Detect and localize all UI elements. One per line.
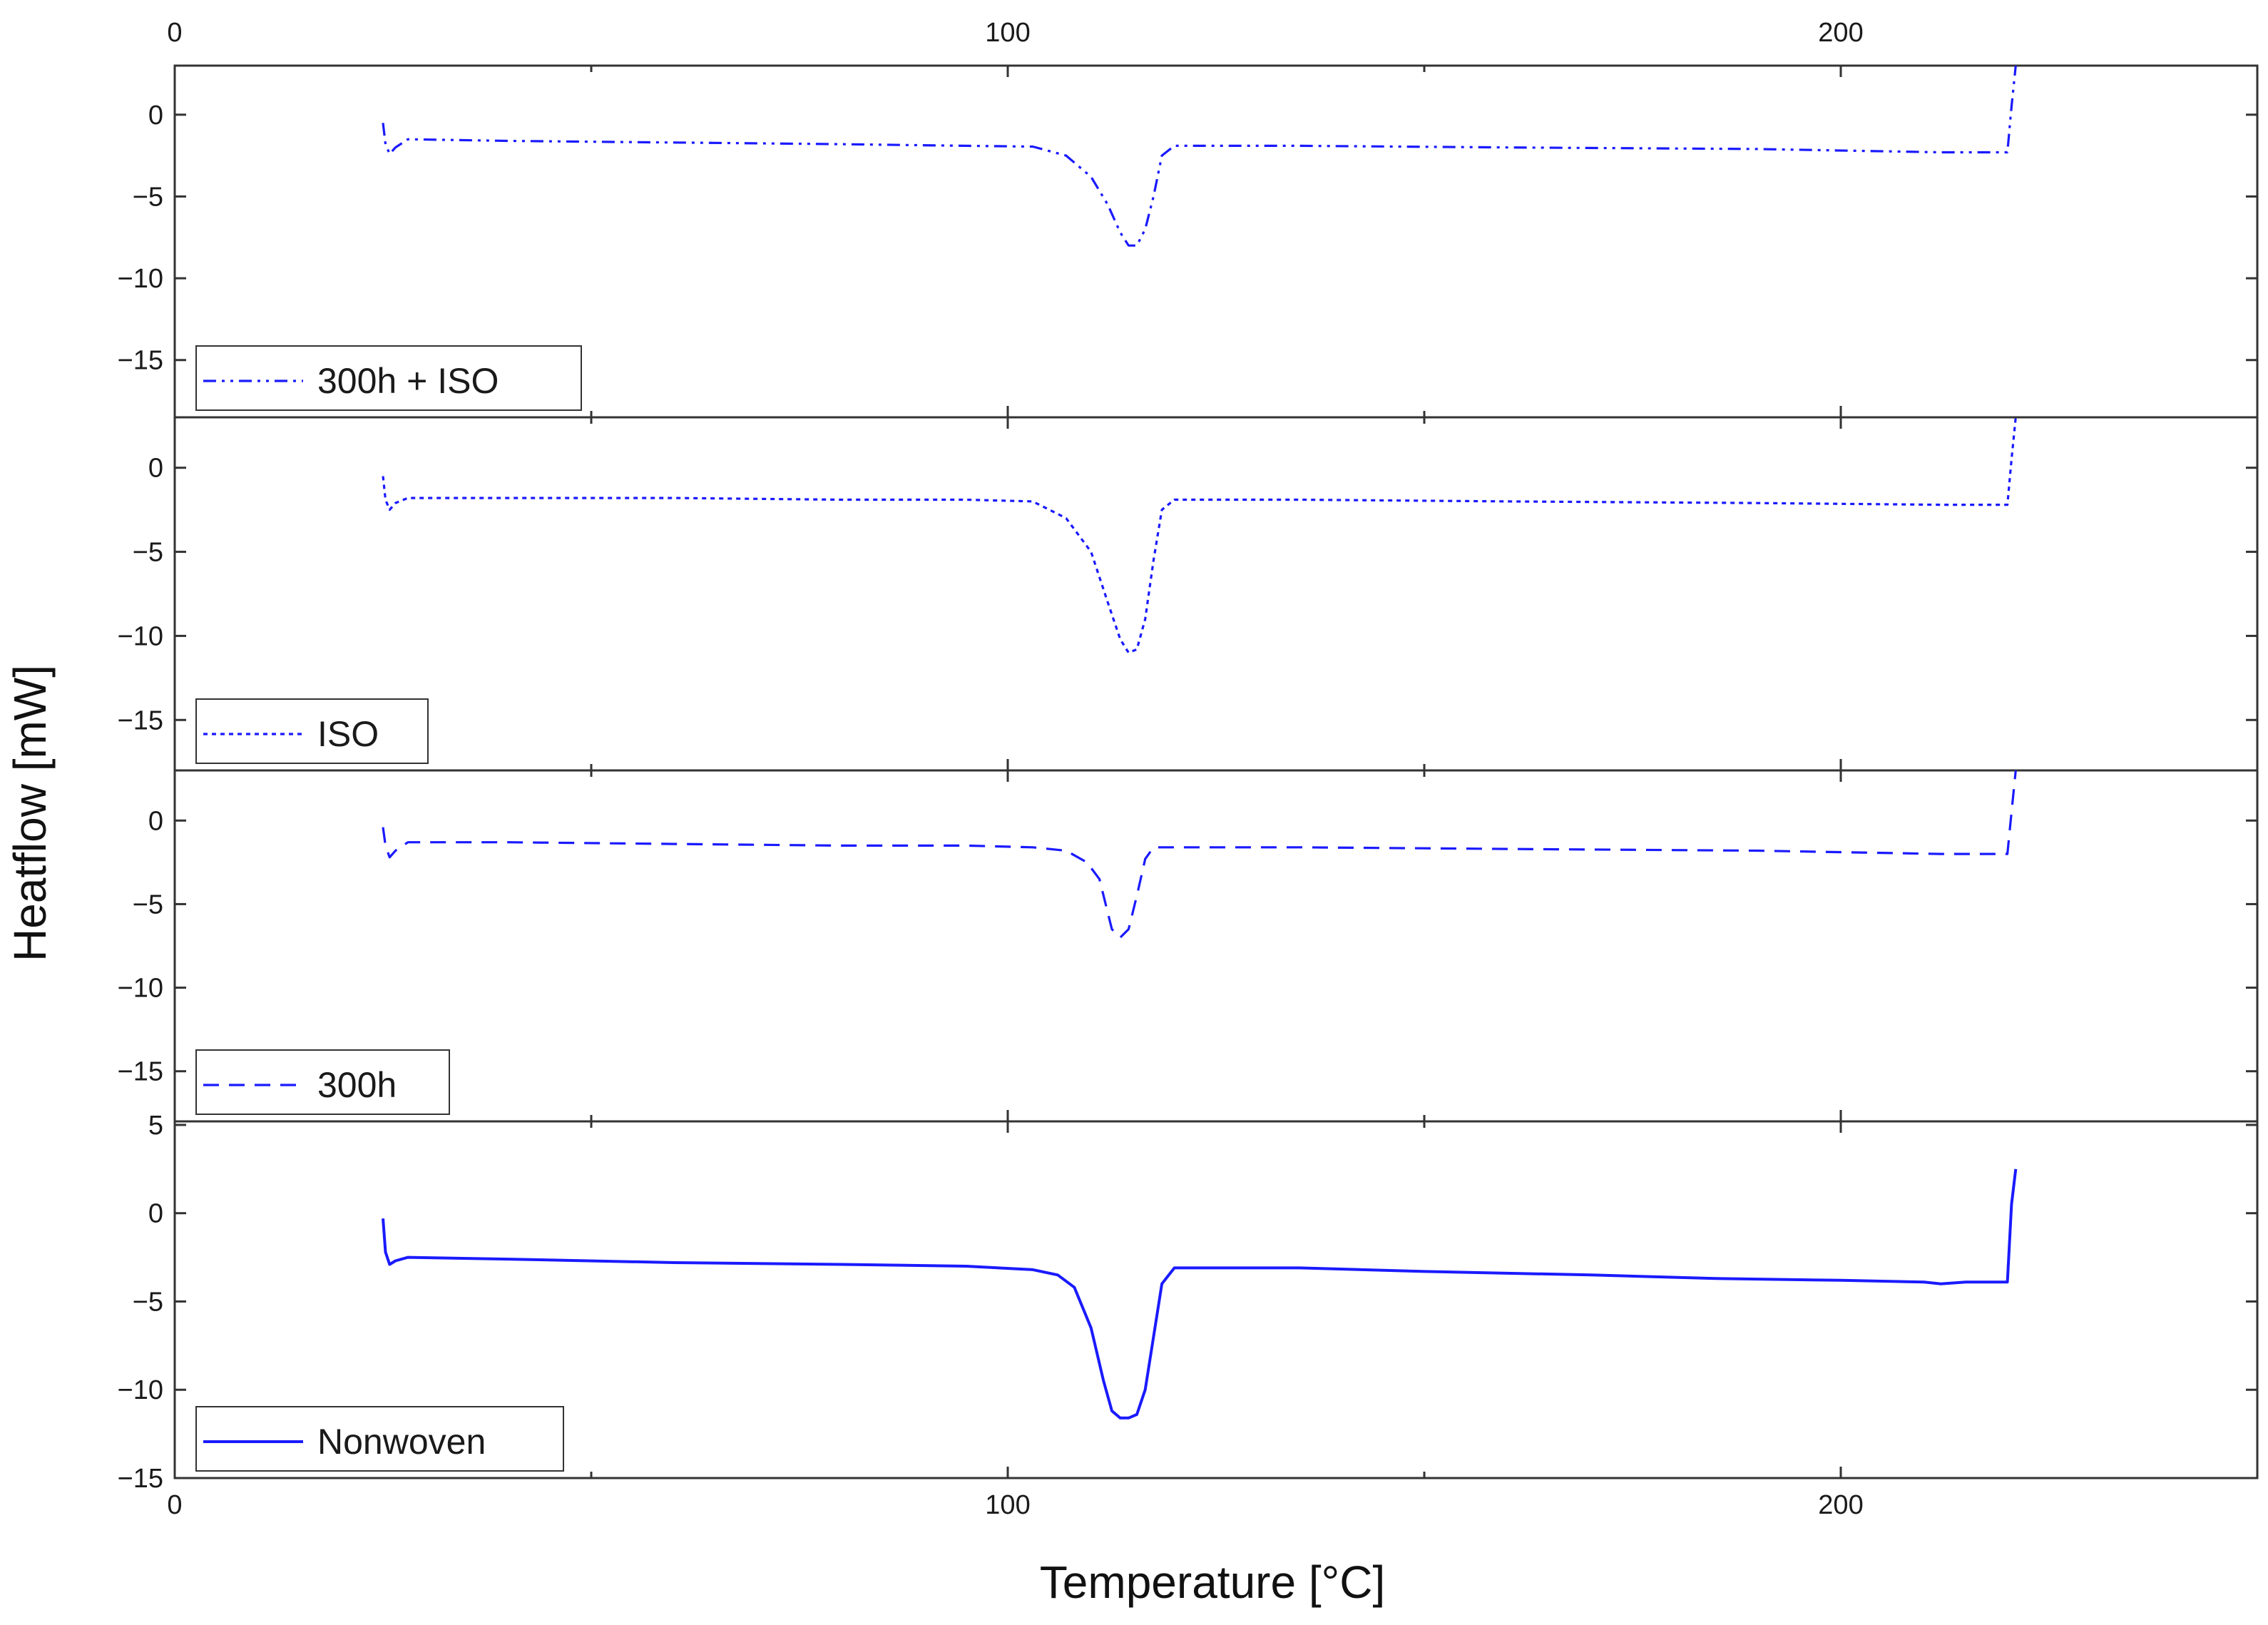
y-tick-label: −15 <box>118 346 163 376</box>
y-tick-label: −5 <box>133 182 163 212</box>
y-tick-label: −5 <box>133 1287 163 1317</box>
legend-label: 300h <box>317 1065 397 1105</box>
series-line-3 <box>382 1168 2018 1420</box>
legend-label: Nonwoven <box>317 1422 486 1462</box>
y-tick-label: −15 <box>118 1464 163 1494</box>
x-tick-label-top: 100 <box>985 18 1030 48</box>
legend: Nonwoven <box>195 1406 564 1472</box>
x-axis-title: Temperature [°C] <box>1040 1557 1385 1608</box>
y-axis-title: Heatflow [mW] <box>4 665 56 962</box>
series-line-1 <box>382 417 2017 654</box>
x-tick-label-top: 0 <box>167 18 182 48</box>
y-tick-label: −10 <box>118 264 163 294</box>
legend: 300h <box>195 1049 450 1115</box>
panels: 0 −5 −10 −15 300h + ISO 0 −5 −10 −15 ISO 0 −5 −10 −15… <box>118 64 2259 1494</box>
panel-2: 0 −5 −10 −15 300h <box>118 769 2259 1123</box>
y-tick-label: −10 <box>118 621 163 651</box>
panel-3: 5 0 −5 −10 −15 Nonwoven <box>118 1111 2259 1494</box>
y-tick-label: 0 <box>148 806 163 836</box>
x-tick-label-bottom: 200 <box>1818 1490 1863 1520</box>
y-tick-label: 5 <box>148 1111 163 1141</box>
y-tick-label: −5 <box>133 538 163 568</box>
legend-box <box>195 345 582 411</box>
panel-0: 0 −5 −10 −15 300h + ISO <box>118 64 2259 419</box>
y-tick-label: −10 <box>118 1375 163 1405</box>
x-tick-label-top: 200 <box>1818 18 1863 48</box>
series-line-2 <box>382 770 2017 939</box>
panel-frame <box>173 769 2259 1123</box>
x-tick-label-bottom: 0 <box>167 1490 182 1520</box>
y-tick-label: −15 <box>118 1057 163 1087</box>
legend-label: 300h + ISO <box>317 361 499 401</box>
panel-1: 0 −5 −10 −15 ISO <box>118 416 2259 772</box>
legend-label: ISO <box>317 714 379 754</box>
legend-box <box>195 698 429 764</box>
y-tick-label: −15 <box>118 705 163 735</box>
x-axis-bottom: 0 100 200 <box>167 1490 1863 1520</box>
x-tick-label-bottom: 100 <box>985 1490 1030 1520</box>
panel-frame <box>173 416 2259 772</box>
y-tick-label: 0 <box>148 454 163 484</box>
legend: ISO <box>195 698 429 764</box>
legend: 300h + ISO <box>195 345 582 411</box>
x-axis-top: 0 100 200 <box>167 18 1863 48</box>
y-tick-label: 0 <box>148 1199 163 1229</box>
y-tick-label: −10 <box>118 974 163 1004</box>
y-tick-label: −5 <box>133 890 163 920</box>
legend-box <box>195 1049 450 1115</box>
legend-box <box>195 1406 564 1472</box>
y-tick-label: 0 <box>148 101 163 131</box>
series-line-0 <box>382 65 2017 247</box>
panel-frame <box>173 1120 2259 1479</box>
